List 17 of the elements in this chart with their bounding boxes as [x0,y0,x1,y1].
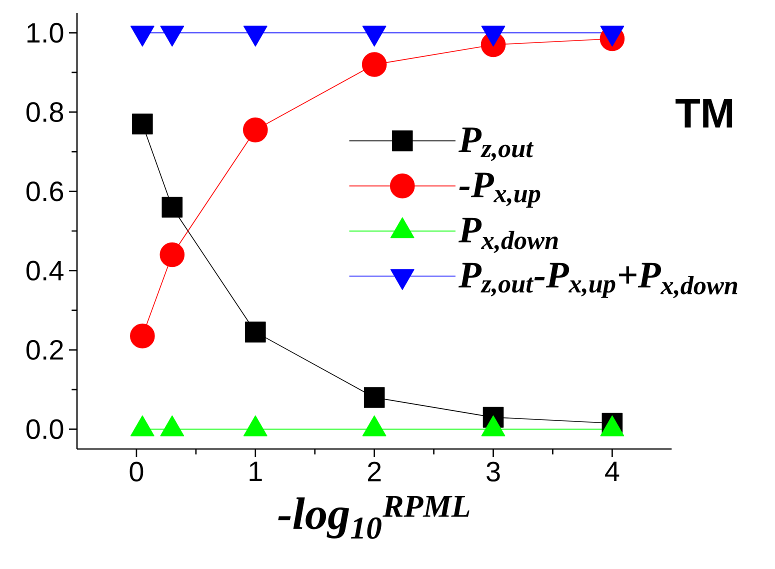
text: TM [676,99,732,128]
legend-label: P$_{x,down}$ [458,218,558,254]
y-tick-label: 0.4 [26,260,64,281]
x-tick-label: 4 [605,462,620,481]
x-tick-label: 1 [250,462,262,481]
x-tick-label: 0 [130,462,144,482]
x-tick-label: 3 [486,462,500,482]
legend-label: P$_{z,out}$ [458,128,534,162]
y-tick-label: 0.8 [26,102,64,122]
legend-label: P$_{z,out}$-P$_{x,up}$+P$_{x,down}$ [458,262,738,298]
y-tick-label: 0.0 [26,419,64,440]
x-tick-label: 2 [368,462,381,482]
y-tick-label: 0.2 [26,340,63,360]
y-tick-label: 1.0 [28,22,64,43]
y-tick-label: 0.6 [26,181,64,202]
x-axis-title: -log$_{10}$RPML [278,496,470,539]
legend-label: -P$_{x,up}$ [459,172,540,208]
